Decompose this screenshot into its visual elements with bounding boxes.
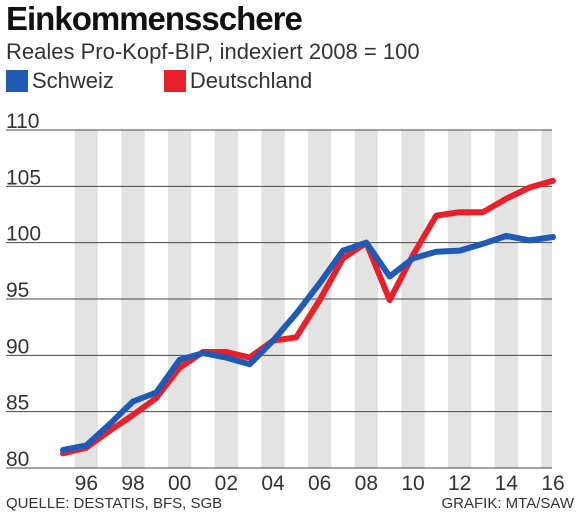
chart-subtitle: Reales Pro-Kopf-BIP, indexiert 2008 = 10…	[6, 39, 420, 64]
legend-item-schweiz: Schweiz	[6, 68, 114, 94]
legend-label-schweiz: Schweiz	[32, 68, 114, 93]
x-tick-label: 10	[401, 472, 424, 495]
series-line-schweiz	[60, 232, 556, 453]
y-tick-label: 85	[6, 392, 29, 415]
legend-label-deutschland: Deutschland	[189, 68, 313, 93]
y-tick-label: 95	[6, 279, 29, 302]
legend-swatch-deutschland	[163, 70, 186, 92]
y-tick-label: 90	[6, 335, 29, 358]
x-tick-label: 06	[308, 472, 331, 495]
x-tick-label: 08	[355, 472, 378, 495]
source-note: QUELLE: DESTATIS, BFS, SGB	[6, 495, 223, 512]
x-tick-label: 98	[121, 472, 144, 495]
x-tick-label: 00	[168, 472, 191, 495]
legend-swatch-schweiz	[6, 70, 28, 92]
graphic-credit: GRAFIK: MTA/SAW	[441, 495, 574, 512]
x-tick-label: 16	[541, 472, 564, 495]
x-tick-label: 02	[215, 472, 238, 495]
line-chart: 80 85 90 95 100 105 110 96 98 00 02 04 06 08 10 12 14 16	[6, 110, 565, 495]
y-tick-label: 80	[6, 448, 29, 471]
series-line-deutschland	[60, 177, 556, 457]
chart-title: Einkommensschere	[6, 0, 303, 37]
x-tick-label: 14	[495, 472, 519, 495]
x-tick-label: 04	[261, 472, 285, 495]
y-tick-label: 100	[6, 223, 41, 246]
legend: Schweiz Deutschland	[6, 68, 312, 94]
x-tick-label: 96	[75, 472, 98, 495]
x-tick-label: 12	[448, 472, 471, 495]
y-tick-label: 110	[6, 110, 39, 133]
y-tick-label: 105	[6, 166, 41, 189]
legend-item-deutschland: Deutschland	[163, 68, 313, 94]
